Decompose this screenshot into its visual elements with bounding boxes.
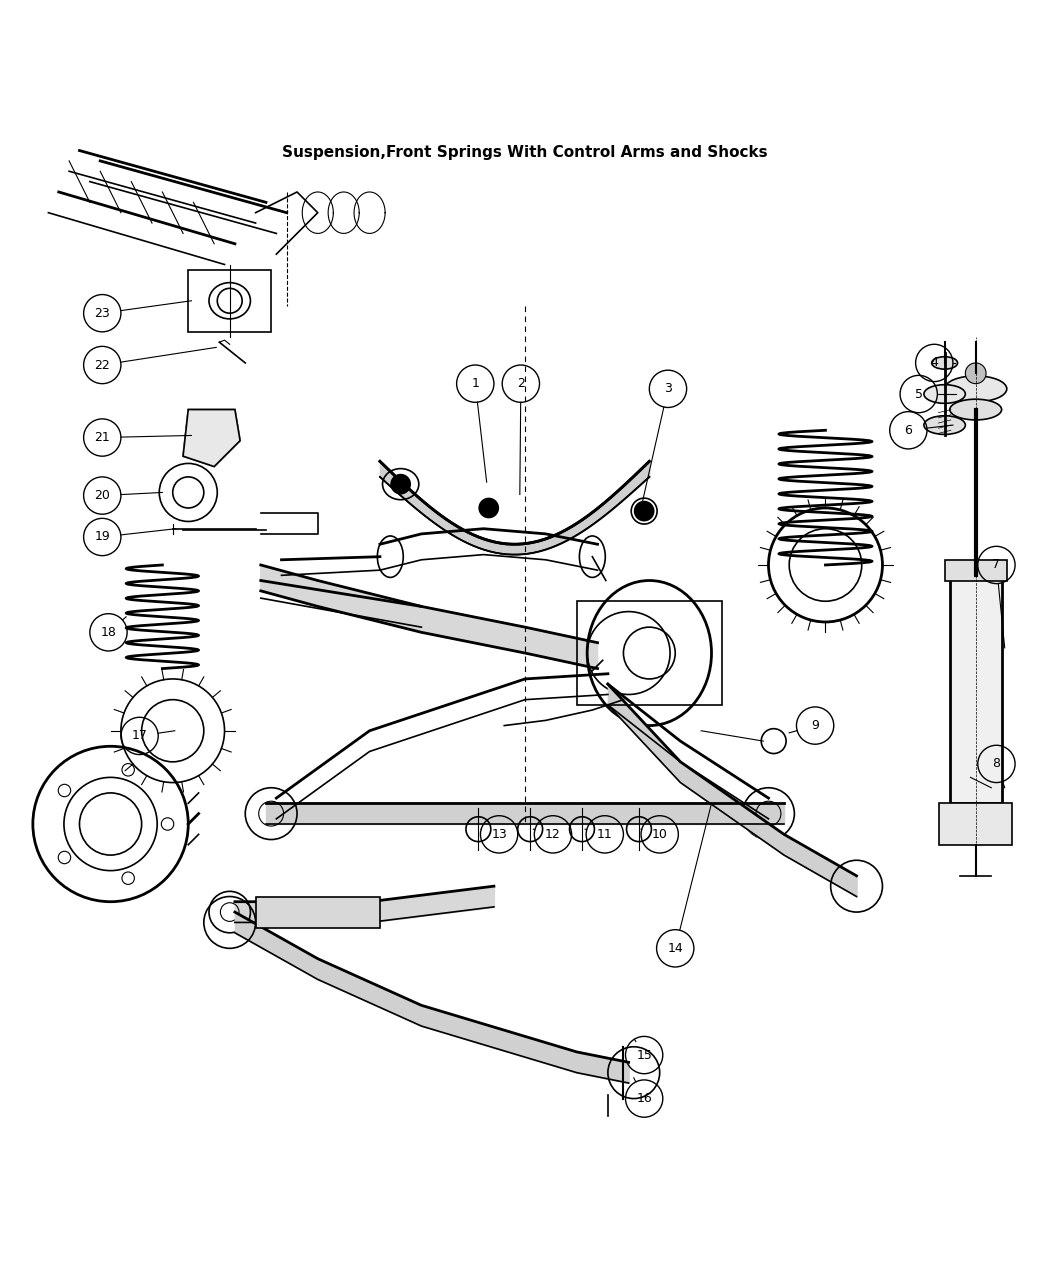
Ellipse shape (924, 416, 965, 435)
Text: 17: 17 (131, 729, 147, 742)
Circle shape (391, 474, 411, 495)
Circle shape (634, 501, 654, 521)
Text: 8: 8 (992, 757, 1001, 770)
Bar (576, 602, 721, 705)
Ellipse shape (931, 357, 958, 370)
Bar (940, 803, 1012, 845)
Bar (945, 560, 1007, 580)
Circle shape (965, 363, 986, 384)
Text: 19: 19 (94, 530, 110, 543)
Polygon shape (260, 565, 597, 668)
Text: Suspension,Front Springs With Control Arms and Shocks: Suspension,Front Springs With Control Ar… (282, 145, 768, 161)
Circle shape (479, 497, 499, 519)
Text: 3: 3 (664, 382, 672, 395)
Text: 18: 18 (101, 626, 117, 639)
Bar (950, 575, 1002, 803)
Text: 2: 2 (517, 377, 525, 390)
Text: 9: 9 (812, 719, 819, 732)
Text: 15: 15 (636, 1048, 652, 1062)
Bar (188, 270, 271, 332)
Text: 21: 21 (94, 431, 110, 444)
Text: 1: 1 (471, 377, 479, 390)
Text: 12: 12 (545, 827, 561, 840)
Text: 16: 16 (636, 1093, 652, 1105)
Text: 23: 23 (94, 307, 110, 320)
Bar (255, 896, 380, 928)
Text: 7: 7 (992, 558, 1001, 571)
Text: 4: 4 (930, 357, 939, 370)
Polygon shape (183, 409, 240, 467)
Ellipse shape (945, 376, 1007, 402)
Text: 10: 10 (652, 827, 668, 840)
Text: 22: 22 (94, 358, 110, 371)
Text: 5: 5 (915, 388, 923, 400)
Text: 20: 20 (94, 490, 110, 502)
Ellipse shape (950, 399, 1002, 419)
Text: 13: 13 (491, 827, 507, 840)
Text: 6: 6 (904, 423, 912, 437)
Ellipse shape (924, 385, 965, 403)
Text: 14: 14 (668, 942, 684, 955)
Text: 11: 11 (596, 827, 612, 840)
